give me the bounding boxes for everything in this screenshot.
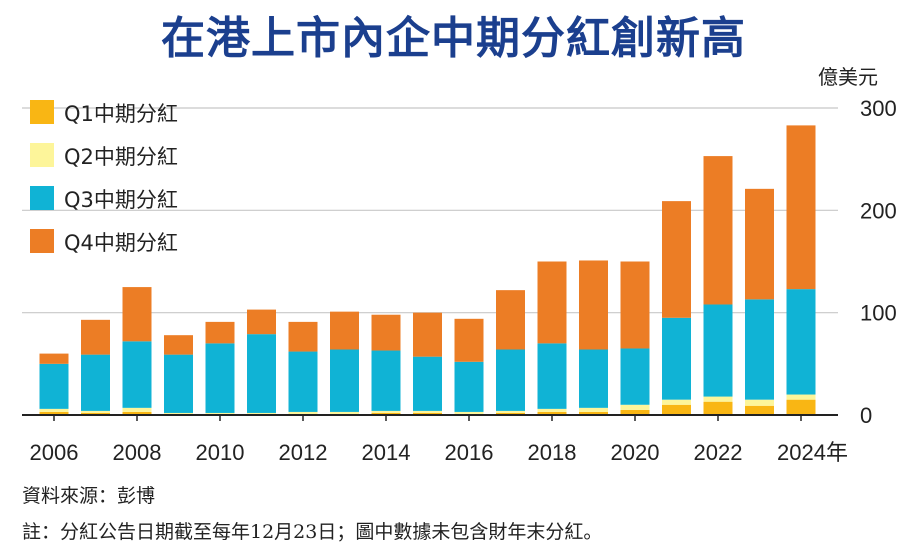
x-tick-label-2: 2010 xyxy=(196,440,245,465)
y-tick-label-0: 0 xyxy=(860,403,872,428)
bar-2009-q2 xyxy=(164,412,193,414)
bar-2006-q3 xyxy=(39,363,69,409)
bar-2012-q3 xyxy=(288,351,318,412)
y-tick-label-300: 300 xyxy=(860,96,897,121)
bar-2015-q2 xyxy=(413,410,442,413)
bar-2006-q1 xyxy=(39,411,69,415)
bar-2016-q4 xyxy=(454,318,484,362)
legend-label-q2: Q2中期分紅 xyxy=(64,145,178,169)
bar-2022-q1 xyxy=(703,401,733,415)
legend-swatch-q3 xyxy=(30,186,54,210)
bar-2006-q2 xyxy=(39,408,69,412)
bar-2008-q4 xyxy=(122,287,152,342)
bar-2021-q4 xyxy=(662,201,691,318)
bar-2010-q3 xyxy=(205,343,235,413)
source-note: 資料來源：彭博 xyxy=(22,485,156,507)
bar-2018-q2 xyxy=(537,408,567,412)
legend-label-q3: Q3中期分紅 xyxy=(64,188,178,212)
bar-2021-q3 xyxy=(662,317,691,400)
bar-2022-q3 xyxy=(703,304,733,397)
bar-2017-q2 xyxy=(496,410,525,413)
bar-2023-q3 xyxy=(745,299,774,400)
bar-2021-q2 xyxy=(662,399,691,405)
bar-2009-q4 xyxy=(164,335,193,355)
bar-2012-q4 xyxy=(288,321,318,352)
bar-2014-q1 xyxy=(371,412,401,415)
legend-swatch-q2 xyxy=(30,143,54,167)
bar-2017-q1 xyxy=(496,412,525,415)
bar-2018-q4 xyxy=(537,261,567,344)
bar-2016-q2 xyxy=(454,411,484,414)
bar-2016-q3 xyxy=(454,361,484,412)
x-tick-label-7: 2020 xyxy=(611,440,660,465)
bar-2013-q3 xyxy=(330,349,359,412)
bar-2020-q3 xyxy=(620,348,650,405)
bar-2023-q1 xyxy=(745,405,774,415)
bar-2019-q4 xyxy=(579,260,608,350)
bar-2020-q4 xyxy=(620,261,650,349)
y-axis-unit-label: 億美元 xyxy=(818,65,878,89)
footer: 資料來源：彭博 註：分紅公告日期截至每年12月23日；圖中數據未包含財年末分紅。 xyxy=(22,478,602,550)
bar-2012-q2 xyxy=(288,411,318,414)
legend-label-q4: Q4中期分紅 xyxy=(64,231,178,255)
bar-2019-q1 xyxy=(579,411,608,415)
bar-2024-q1 xyxy=(786,399,816,415)
x-tick-label-0: 2006 xyxy=(30,440,79,465)
bar-2022-q2 xyxy=(703,396,733,402)
bar-2017-q3 xyxy=(496,349,525,411)
x-tick-label-8: 2022 xyxy=(694,440,743,465)
bar-2006-q4 xyxy=(39,353,69,364)
bar-2014-q2 xyxy=(371,410,401,413)
bar-2015-q3 xyxy=(413,356,442,411)
bar-2024-q2 xyxy=(786,394,816,400)
stacked-bar-chart: 0 100 200 300 億美元 2006 2008 2010 2012 2014 2016 201… xyxy=(22,65,897,465)
bar-2018-q3 xyxy=(537,343,567,409)
x-tick-label-6: 2018 xyxy=(528,440,577,465)
bar-2011-q3 xyxy=(247,334,276,413)
bar-2010-q2 xyxy=(205,412,235,414)
legend-swatch-q4 xyxy=(30,229,54,253)
bar-2009-q3 xyxy=(164,354,193,413)
bar-2020-q1 xyxy=(620,409,650,415)
y-tick-label-200: 200 xyxy=(860,198,897,223)
bar-2007-q4 xyxy=(81,319,110,355)
bar-2018-q1 xyxy=(537,411,567,415)
legend-swatch-q1 xyxy=(30,100,54,124)
bar-2023-q4 xyxy=(745,188,774,300)
bar-2014-q3 xyxy=(371,350,401,411)
bar-2011-q2 xyxy=(247,412,276,414)
bar-2024-q4 xyxy=(786,125,816,290)
bar-2011-q4 xyxy=(247,309,276,335)
bar-2022-q4 xyxy=(703,156,733,305)
bar-2013-q4 xyxy=(330,311,359,350)
bar-2023-q2 xyxy=(745,399,774,406)
bar-2015-q4 xyxy=(413,312,442,357)
bar-2021-q1 xyxy=(662,404,691,415)
chart-title: 在港上市內企中期分紅創新高 xyxy=(161,13,746,64)
footnote: 註：分紅公告日期截至每年12月23日；圖中數據未包含財年末分紅。 xyxy=(22,521,603,543)
x-tick-label-4: 2014 xyxy=(362,440,411,465)
bar-2024-q3 xyxy=(786,289,816,395)
bar-2010-q4 xyxy=(205,321,235,344)
bar-2007-q3 xyxy=(81,354,110,411)
bar-2007-q1 xyxy=(81,412,110,415)
y-tick-label-100: 100 xyxy=(860,301,897,326)
bar-2013-q2 xyxy=(330,411,359,414)
bar-2019-q3 xyxy=(579,349,608,408)
x-tick-label-3: 2012 xyxy=(279,440,328,465)
bar-2008-q1 xyxy=(122,411,152,415)
x-tick-label-1: 2008 xyxy=(113,440,162,465)
bar-2014-q4 xyxy=(371,314,401,351)
bar-2017-q4 xyxy=(496,290,525,350)
bar-2008-q3 xyxy=(122,341,152,408)
legend-label-q1: Q1中期分紅 xyxy=(64,102,178,126)
bar-2020-q2 xyxy=(620,404,650,410)
bar-2007-q2 xyxy=(81,410,110,413)
x-tick-label-9: 2024年 xyxy=(777,440,848,465)
x-tick-label-5: 2016 xyxy=(445,440,494,465)
bar-2015-q1 xyxy=(413,412,442,415)
bar-2019-q2 xyxy=(579,407,608,412)
bar-2008-q2 xyxy=(122,407,152,412)
